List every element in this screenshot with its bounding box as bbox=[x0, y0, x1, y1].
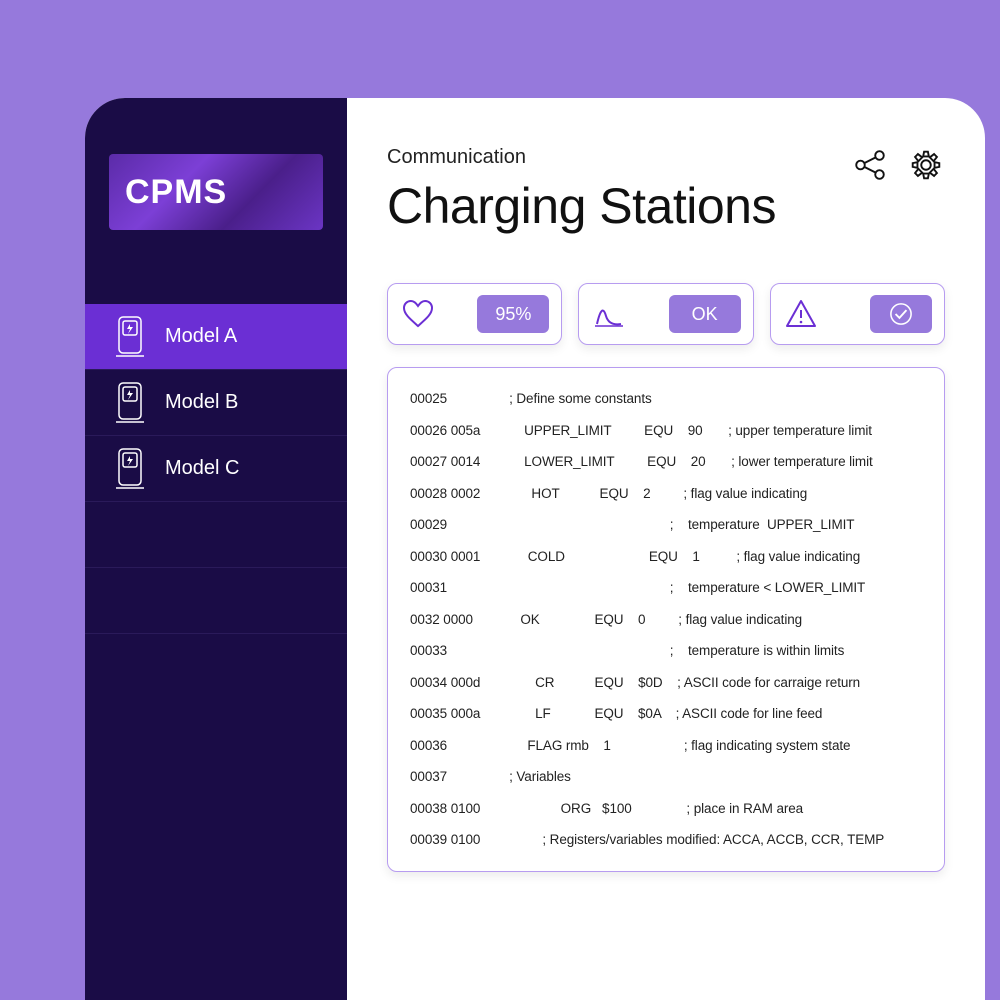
sidebar-item-empty bbox=[85, 502, 347, 568]
status-cards: 95% OK bbox=[387, 283, 945, 345]
curve-icon bbox=[591, 296, 627, 332]
code-panel: 00025 ; Define some constants 00026 005a … bbox=[387, 367, 945, 872]
sidebar-item-label: Model A bbox=[165, 325, 237, 348]
code-line: 00034 000d CR EQU $0D ; ASCII code for c… bbox=[410, 676, 922, 690]
main-content: Communication Charging Stations bbox=[347, 98, 985, 1000]
logo-text: CPMS bbox=[125, 173, 227, 212]
share-icon[interactable] bbox=[851, 146, 889, 184]
charging-station-icon bbox=[115, 315, 145, 359]
status-badge: 95% bbox=[477, 295, 549, 333]
sidebar-item-label: Model C bbox=[165, 457, 239, 480]
sidebar-item-model-b[interactable]: Model B bbox=[85, 370, 347, 436]
sidebar-item-empty bbox=[85, 568, 347, 634]
status-card-0[interactable]: 95% bbox=[387, 283, 562, 345]
code-line: 00036 FLAG rmb 1 ; flag indicating syste… bbox=[410, 739, 922, 753]
sidebar-item-label: Model B bbox=[165, 391, 238, 414]
code-line: 0032 0000 OK EQU 0 ; flag value indicati… bbox=[410, 613, 922, 627]
code-line: 00035 000a LF EQU $0A ; ASCII code for l… bbox=[410, 707, 922, 721]
charging-station-icon bbox=[115, 447, 145, 491]
code-line: 00025 ; Define some constants bbox=[410, 392, 922, 406]
status-card-1[interactable]: OK bbox=[578, 283, 753, 345]
page-title: Charging Stations bbox=[387, 177, 776, 235]
check-circle-icon bbox=[887, 300, 915, 328]
code-line: 00037 ; Variables bbox=[410, 770, 922, 784]
sidebar-items: Model A Model B Model C bbox=[85, 304, 347, 634]
header-icons bbox=[851, 146, 945, 184]
charging-station-icon bbox=[115, 381, 145, 425]
status-badge: OK bbox=[669, 295, 741, 333]
alert-icon bbox=[783, 296, 819, 332]
sidebar-item-model-c[interactable]: Model C bbox=[85, 436, 347, 502]
app-window: CPMS Model A Model B Model C Communicati… bbox=[85, 98, 985, 1000]
code-line: 00030 0001 COLD EQU 1 ; flag value indic… bbox=[410, 550, 922, 564]
code-line: 00028 0002 HOT EQU 2 ; flag value indica… bbox=[410, 487, 922, 501]
code-line: 00029 ; temperature UPPER_LIMIT bbox=[410, 518, 922, 532]
gear-icon[interactable] bbox=[907, 146, 945, 184]
code-line: 00038 0100 ORG $100 ; place in RAM area bbox=[410, 802, 922, 816]
logo: CPMS bbox=[109, 154, 323, 230]
sidebar: CPMS Model A Model B Model C bbox=[85, 98, 347, 1000]
code-line: 00027 0014 LOWER_LIMIT EQU 20 ; lower te… bbox=[410, 455, 922, 469]
code-line: 00033 ; temperature is within limits bbox=[410, 644, 922, 658]
status-card-2[interactable] bbox=[770, 283, 945, 345]
header-row: Communication Charging Stations bbox=[387, 146, 945, 235]
code-line: 00039 0100 ; Registers/variables modifie… bbox=[410, 833, 922, 847]
sidebar-item-model-a[interactable]: Model A bbox=[85, 304, 347, 370]
status-badge bbox=[870, 295, 932, 333]
heart-icon bbox=[400, 296, 436, 332]
breadcrumb: Communication bbox=[387, 146, 776, 169]
code-line: 00031 ; temperature < LOWER_LIMIT bbox=[410, 581, 922, 595]
code-line: 00026 005a UPPER_LIMIT EQU 90 ; upper te… bbox=[410, 424, 922, 438]
